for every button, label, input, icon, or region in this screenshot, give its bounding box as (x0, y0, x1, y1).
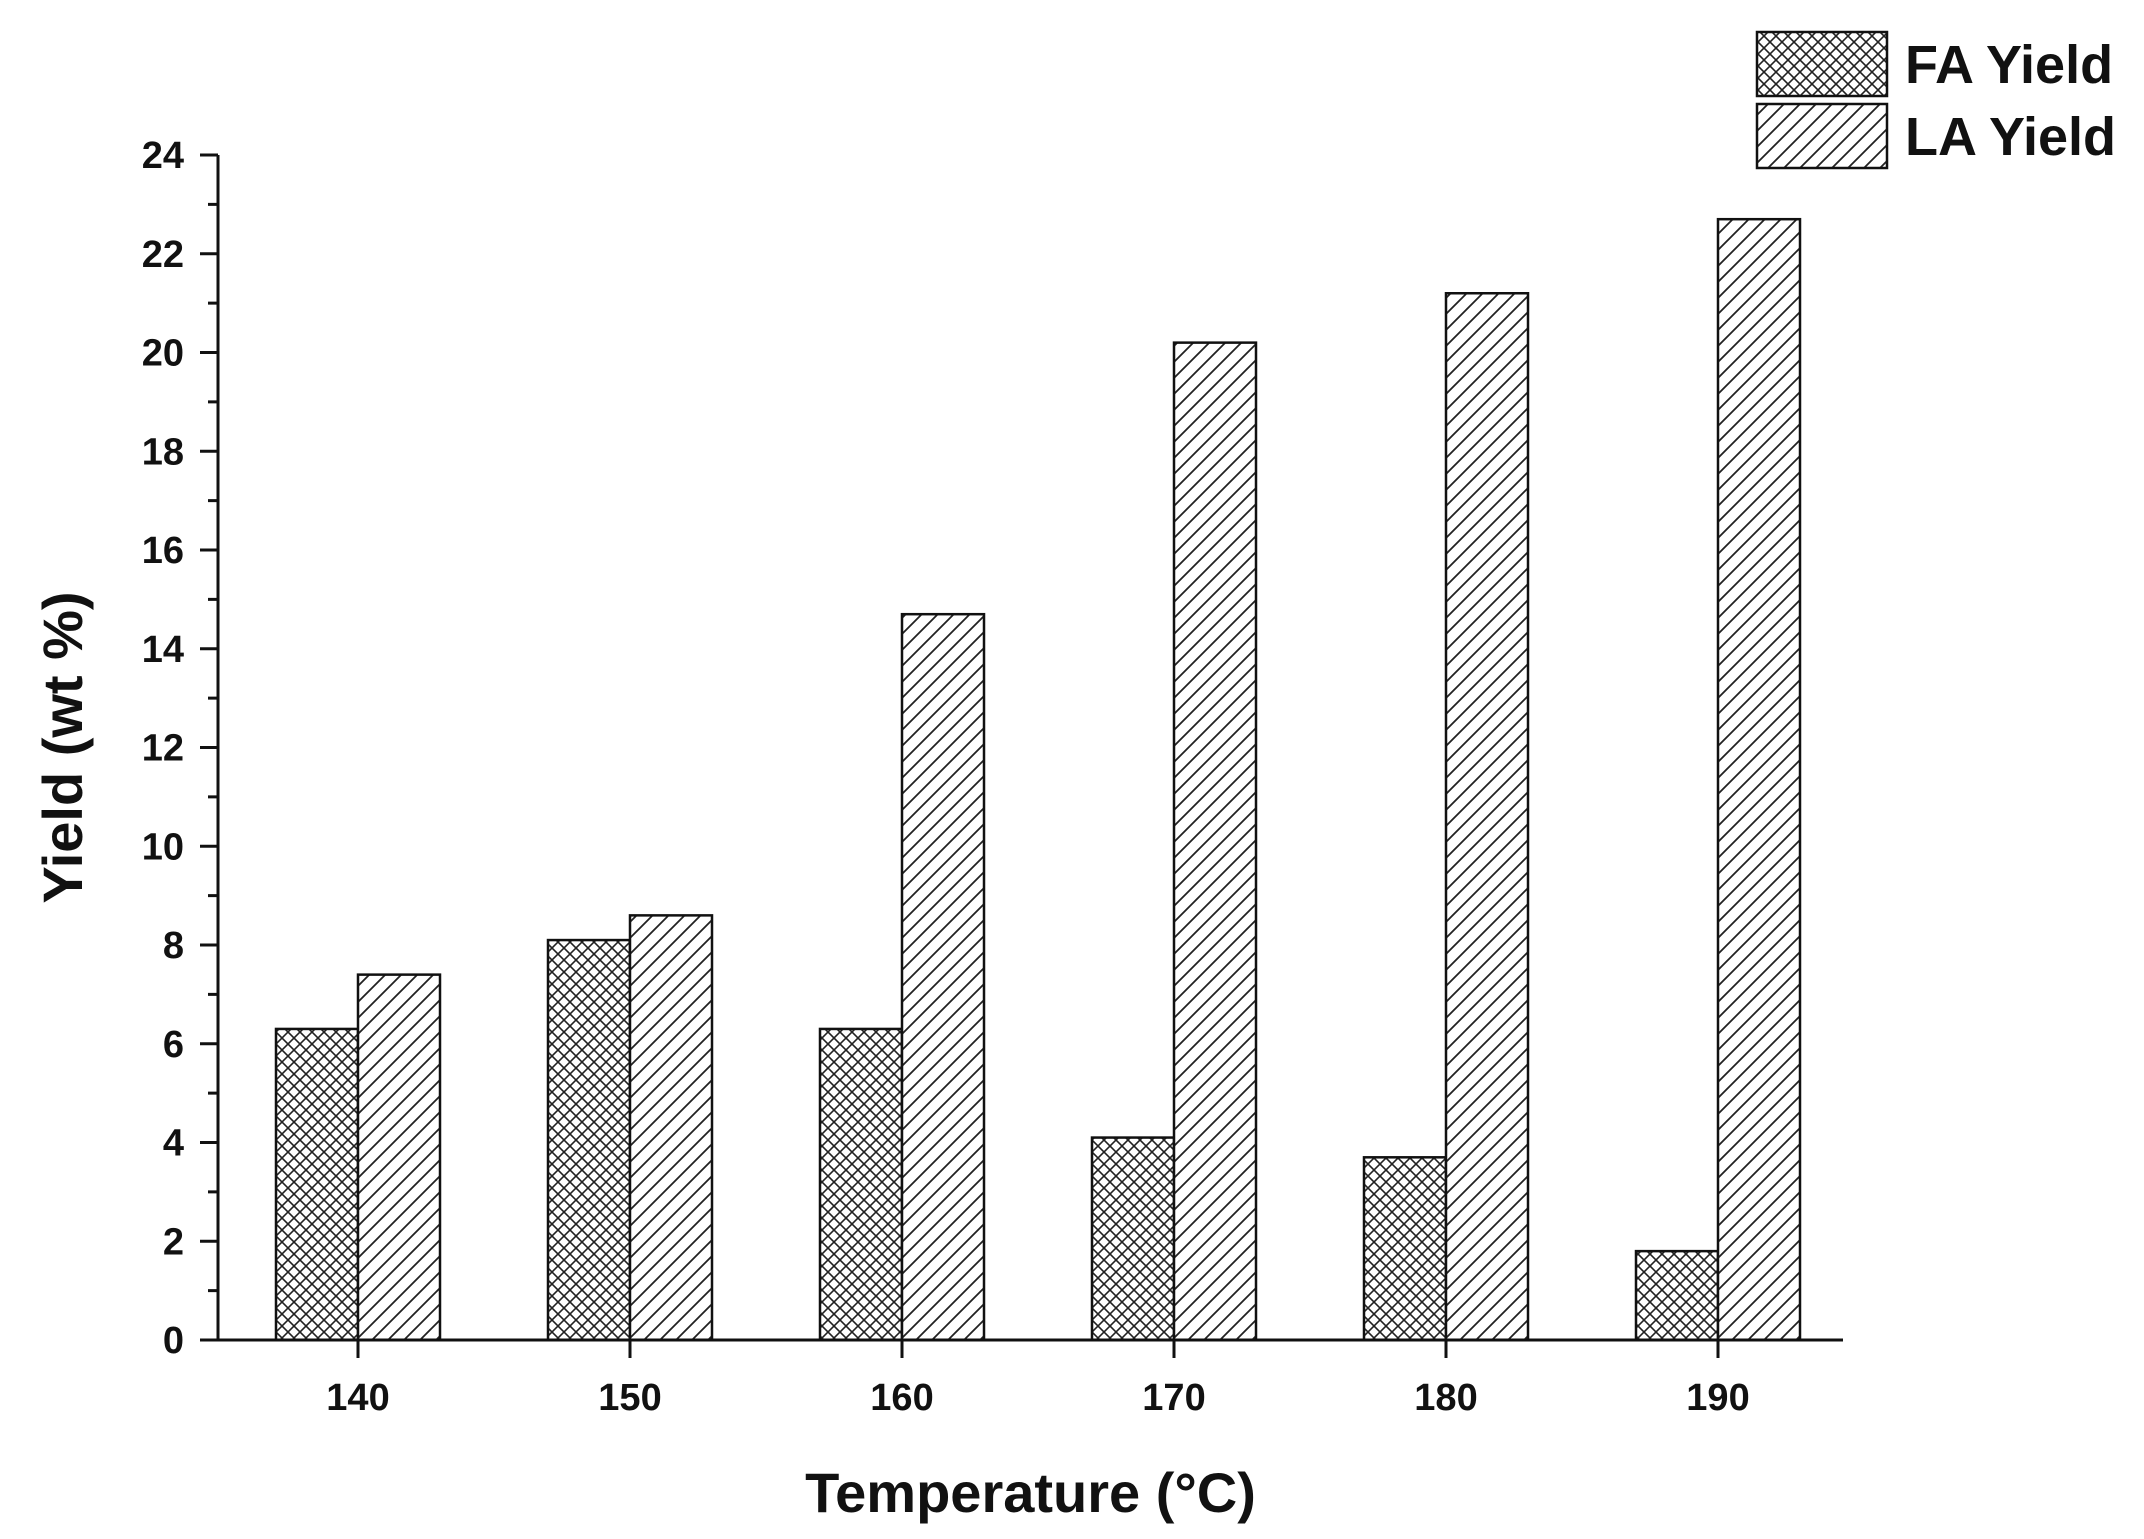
y-tick-label: 2 (163, 1221, 184, 1263)
legend-label-la-yield: LA Yield (1905, 107, 2116, 167)
bar-la-yield-140 (356, 973, 442, 1342)
x-tick-label: 170 (1142, 1377, 1205, 1419)
y-tick-label: 16 (142, 530, 184, 572)
axes (200, 155, 1843, 1342)
bars (274, 217, 1802, 1342)
bar-la-yield-180 (1444, 292, 1530, 1342)
legend-swatch-fa-yield (1755, 30, 1889, 98)
bar-la-yield-170 (1172, 341, 1258, 1342)
bar-fa-yield-170 (1090, 1136, 1176, 1342)
legend-swatch-la-yield (1755, 102, 1889, 170)
bar-la-yield-160 (900, 612, 986, 1342)
y-tick-label: 8 (163, 925, 184, 967)
x-tick-label: 150 (598, 1377, 661, 1419)
x-tick-label: 190 (1686, 1377, 1749, 1419)
y-tick-label: 4 (163, 1123, 184, 1165)
x-tick-label: 160 (870, 1377, 933, 1419)
bar-fa-yield-180 (1362, 1156, 1448, 1342)
bar-fa-yield-190 (1634, 1249, 1720, 1342)
bar-fa-yield-160 (818, 1027, 904, 1342)
legend: FA Yield LA Yield (1755, 30, 2116, 170)
x-tick-label: 180 (1414, 1377, 1477, 1419)
y-tick-label: 20 (142, 333, 184, 375)
bar-la-yield-150 (628, 914, 714, 1342)
y-tick-label: 10 (142, 826, 184, 868)
bar-la-yield-190 (1716, 217, 1802, 1342)
y-axis-title: Yield (wt %) (31, 591, 94, 903)
x-axis-title: Temperature (°C) (805, 1461, 1256, 1524)
y-tick-label: 6 (163, 1024, 184, 1066)
y-tick-label: 14 (142, 629, 184, 671)
x-axis-ticks: 140 150 160 170 180 190 (326, 1340, 1750, 1419)
y-tick-label: 12 (142, 728, 184, 770)
y-tick-label: 18 (142, 431, 184, 473)
bar-fa-yield-140 (274, 1027, 360, 1342)
y-tick-label: 0 (163, 1320, 184, 1362)
y-tick-label: 24 (142, 135, 184, 177)
y-tick-label: 22 (142, 234, 184, 276)
bar-fa-yield-150 (546, 938, 632, 1342)
x-tick-label: 140 (326, 1377, 389, 1419)
legend-label-fa-yield: FA Yield (1905, 35, 2113, 95)
